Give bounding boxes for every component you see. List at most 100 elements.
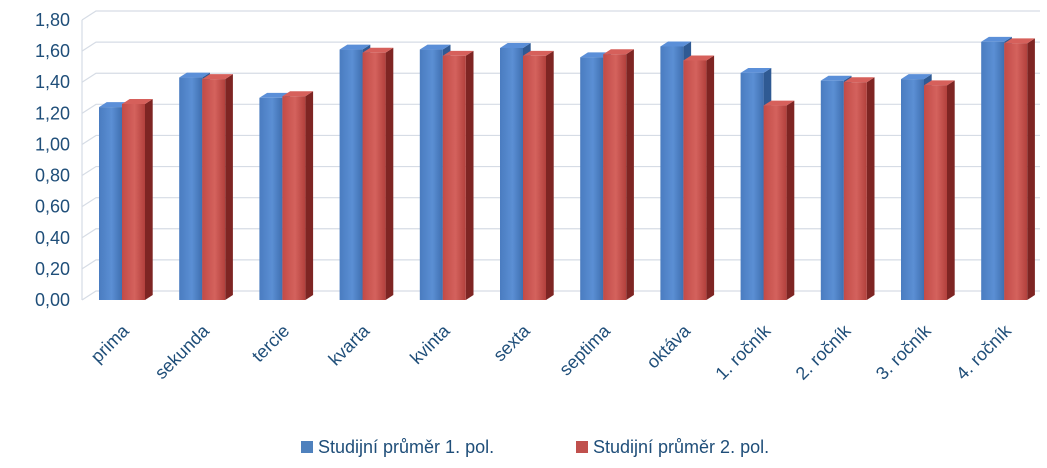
y-tick-label: 1,00 xyxy=(35,134,70,154)
x-category-label: kvarta xyxy=(325,320,375,370)
bar-top-face xyxy=(500,43,531,48)
x-category-label: 4. ročník xyxy=(952,320,1016,384)
bar-side-face xyxy=(1027,38,1035,301)
bar-front-face xyxy=(683,60,707,300)
bar-front-face xyxy=(339,49,363,300)
bar-top-face xyxy=(901,74,932,80)
bar-front-face xyxy=(603,54,627,300)
bar-top-face xyxy=(981,36,1012,42)
bar-front-face xyxy=(259,97,283,301)
bar-top-face xyxy=(763,100,795,106)
y-tick-label: 0,80 xyxy=(35,166,70,186)
gridline xyxy=(81,103,1040,114)
gridline xyxy=(81,290,1040,301)
y-tick-label: 1,80 xyxy=(35,10,70,30)
bar-side-face xyxy=(546,50,554,301)
bar-top-face xyxy=(660,41,692,47)
bar-top-face xyxy=(683,55,715,61)
y-tick-label: 1,60 xyxy=(35,41,70,61)
gridline xyxy=(81,41,1040,52)
bar-top-face xyxy=(1004,38,1035,44)
bars xyxy=(99,36,1035,301)
gridline xyxy=(81,197,1040,208)
x-category-label: sexta xyxy=(489,320,534,365)
bar-side-face xyxy=(305,91,314,301)
bar-side-face xyxy=(225,74,233,301)
bar-series2 xyxy=(603,49,634,301)
bar-top-face xyxy=(843,77,875,83)
bar-series2 xyxy=(122,99,153,300)
y-tick-label: 0,00 xyxy=(35,290,70,310)
bar-front-face xyxy=(901,79,924,300)
x-axis-categories: prima sekunda tercie kvarta kvinta sexta septi… xyxy=(87,320,1016,384)
bar-side-face xyxy=(465,50,474,301)
x-category-label: 1. ročník xyxy=(711,320,775,384)
bar-front-face xyxy=(442,55,466,301)
bar-side-face xyxy=(947,80,955,300)
x-category-label: oktáva xyxy=(643,320,695,372)
y-tick-label: 0,60 xyxy=(35,197,70,217)
bar-top-face xyxy=(523,50,554,56)
bar-front-face xyxy=(99,107,122,300)
bar-top-face xyxy=(202,74,233,80)
bar-top-face xyxy=(419,44,451,50)
bar-front-face xyxy=(500,48,523,300)
bar-side-face xyxy=(786,100,795,300)
bar-top-face xyxy=(282,91,314,97)
x-category-label: prima xyxy=(87,320,134,367)
legend-swatch-series2 xyxy=(576,441,588,453)
bar-top-face xyxy=(122,99,153,104)
bar-front-face xyxy=(843,82,867,300)
bar-side-face xyxy=(626,49,634,301)
bar-top-face xyxy=(179,72,210,78)
y-axis-ticks: 0,00 0,20 0,40 0,60 0,80 1,00 1,20 1,40 1,60 1,80 xyxy=(35,10,70,310)
y-tick-label: 0,40 xyxy=(35,228,70,248)
bar-front-face xyxy=(362,52,386,300)
bar-front-face xyxy=(282,96,306,300)
bar-series2 xyxy=(362,47,394,300)
bar-front-face xyxy=(820,80,844,301)
legend-label-series1: Studijní průměr 1. pol. xyxy=(318,437,494,457)
x-category-label: sekunda xyxy=(151,320,214,383)
gridline xyxy=(81,72,1040,83)
y-tick-label: 0,20 xyxy=(35,259,70,279)
x-category-label: 3. ročník xyxy=(872,320,936,384)
bar-series2 xyxy=(523,50,554,301)
bar-series2 xyxy=(282,91,314,301)
bar-top-face xyxy=(603,49,634,55)
legend-swatch-series1 xyxy=(301,441,313,453)
bar-series2 xyxy=(202,74,233,301)
bar-front-face xyxy=(740,72,764,300)
gridlines xyxy=(81,10,1040,301)
gridline xyxy=(81,228,1040,239)
bar-side-face xyxy=(145,99,153,300)
bar-series2 xyxy=(763,100,795,300)
bar-front-face xyxy=(1004,43,1028,300)
bar-series2 xyxy=(924,80,955,300)
x-category-label: septima xyxy=(555,320,614,379)
y-tick-label: 1,20 xyxy=(35,103,70,123)
bar-top-face xyxy=(339,44,371,50)
bar-top-face xyxy=(740,67,772,73)
bar-side-face xyxy=(706,55,715,300)
bar-series2 xyxy=(442,50,474,301)
gridline xyxy=(81,165,1040,177)
bar-side-face xyxy=(385,47,394,300)
bar-front-face xyxy=(122,104,145,300)
bar-front-face xyxy=(981,41,1005,301)
bar-front-face xyxy=(202,79,226,300)
bar-series2 xyxy=(683,55,715,300)
gridline xyxy=(81,134,1040,145)
bar-series2 xyxy=(1004,38,1035,301)
x-category-label: tercie xyxy=(248,321,293,366)
bar-side-face xyxy=(866,77,875,301)
bar-front-face xyxy=(580,57,604,301)
legend: Studijní průměr 1. pol. Studijní průměr 2… xyxy=(301,437,769,457)
bar-front-face xyxy=(179,77,203,300)
bar-top-face xyxy=(362,47,394,53)
bar-front-face xyxy=(523,55,546,301)
x-category-label: 2. ročník xyxy=(792,320,856,384)
x-category-label: kvinta xyxy=(406,320,454,368)
